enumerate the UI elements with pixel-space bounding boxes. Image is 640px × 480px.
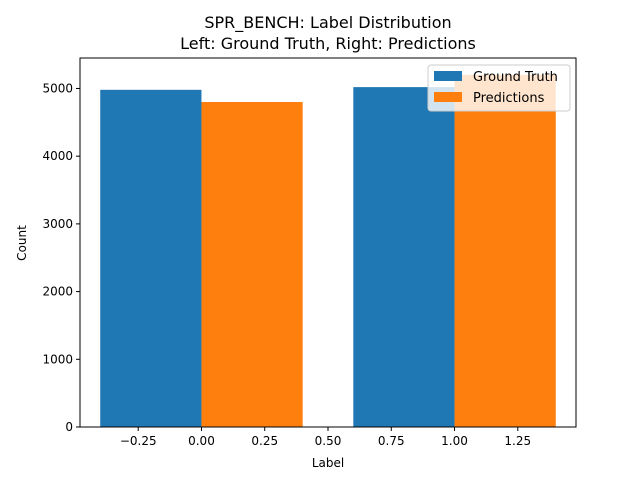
x-tick-label: 0.00	[188, 434, 215, 448]
y-tick-label: 3000	[42, 217, 73, 231]
x-tick-label: 1.25	[504, 434, 531, 448]
axes-layer: −0.25 0.00 0.25 0.50 0.75 1.00 1.25 0 1000 2000 30…	[42, 57, 577, 448]
y-tick-label: 2000	[42, 285, 73, 299]
chart-subtitle: Left: Ground Truth, Right: Predictions	[180, 34, 476, 53]
bar-ground-truth-1	[353, 87, 455, 427]
x-tick-label: 0.25	[251, 434, 278, 448]
legend-label: Ground Truth	[473, 70, 558, 85]
legend-swatch	[434, 92, 462, 102]
legend: Ground Truth Predictions	[427, 64, 571, 112]
x-tick-label: 0.75	[378, 434, 405, 448]
legend-label: Predictions	[473, 91, 545, 106]
y-tick-label: 4000	[42, 149, 73, 163]
bar-predictions-1	[454, 74, 556, 427]
x-tick-label: −0.25	[120, 434, 157, 448]
x-axis-label: Label	[312, 456, 344, 470]
y-tick-label: 5000	[42, 81, 73, 95]
bars-layer	[100, 74, 556, 428]
y-tick-label: 1000	[42, 352, 73, 366]
y-axis-label: Count	[15, 225, 29, 261]
x-tick-label: 1.00	[441, 434, 468, 448]
chart-title: SPR_BENCH: Label Distribution	[204, 13, 451, 33]
y-tick-label: 0	[65, 420, 73, 434]
x-tick-label: 0.50	[315, 434, 342, 448]
legend-swatch	[434, 71, 462, 81]
bar-predictions-0	[201, 102, 303, 428]
bar-ground-truth-0	[100, 89, 202, 427]
legend-box	[427, 64, 571, 112]
